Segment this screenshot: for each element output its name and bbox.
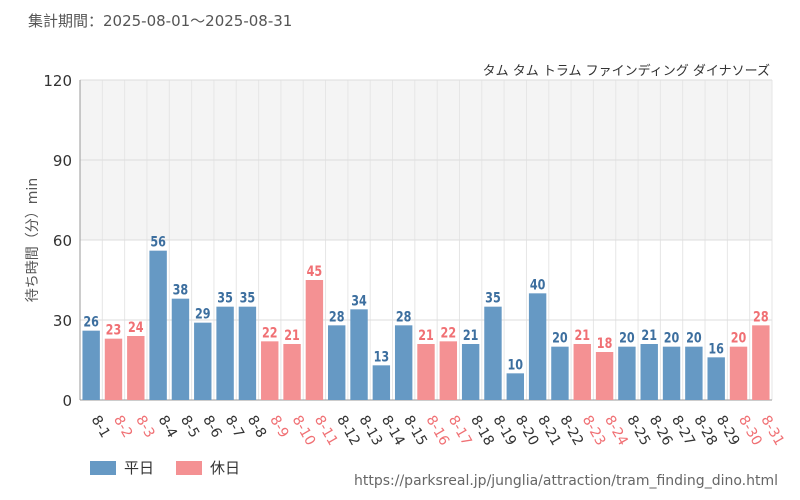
bar-8-28	[685, 346, 703, 400]
y-tick-label: 120	[43, 72, 72, 90]
bar-value-label: 26	[83, 313, 99, 330]
bar-8-27	[662, 346, 681, 400]
bar-8-10	[283, 344, 301, 400]
bar-value-label: 35	[240, 289, 256, 306]
bar-value-label: 22	[441, 324, 457, 341]
bar-8-7	[216, 306, 234, 400]
bar-8-18	[461, 344, 480, 400]
bar-8-3	[127, 336, 145, 400]
bar-value-label: 20	[731, 329, 747, 346]
bar-value-label: 21	[641, 327, 657, 344]
y-tick-label: 90	[53, 152, 72, 170]
x-tick-label: 8-9	[266, 413, 291, 441]
x-tick-label: 8-3	[132, 413, 157, 441]
legend-label-weekday: 平日	[124, 459, 155, 477]
bar-value-label: 22	[262, 324, 278, 341]
bar-8-6	[194, 322, 212, 400]
bar-value-label: 34	[351, 292, 367, 309]
bar-value-label: 20	[686, 329, 702, 346]
bar-value-label: 18	[597, 335, 613, 352]
bar-value-label: 28	[329, 308, 345, 325]
bar-value-label: 35	[217, 289, 233, 306]
bar-8-29	[707, 357, 725, 400]
bar-value-label: 10	[508, 356, 524, 373]
bar-value-label: 35	[485, 289, 501, 306]
x-tick-label: 8-8	[244, 413, 269, 441]
bar-8-30	[729, 346, 748, 400]
legend-item-holiday: 休日	[176, 457, 240, 478]
bar-8-23	[573, 344, 591, 400]
x-tick-label: 8-31	[757, 413, 787, 449]
bar-value-label: 21	[284, 327, 300, 344]
attraction-name: タム タム トラム ファインディング ダイナソーズ	[482, 64, 770, 79]
bar-value-label: 29	[195, 305, 211, 322]
bar-value-label: 40	[530, 276, 546, 293]
bar-8-16	[417, 344, 435, 400]
x-tick-label: 8-4	[155, 413, 180, 441]
bar-8-19	[484, 306, 502, 400]
bar-value-label: 28	[396, 308, 412, 325]
bar-8-24	[595, 352, 614, 400]
bar-8-20	[506, 373, 524, 400]
y-tick-label: 0	[62, 392, 72, 410]
bar-8-14	[372, 365, 391, 400]
bar-value-label: 56	[150, 233, 166, 250]
bar-value-label: 20	[664, 329, 680, 346]
bar-8-17	[439, 341, 458, 400]
legend-label-holiday: 休日	[210, 459, 241, 477]
legend-item-weekday: 平日	[90, 457, 154, 478]
y-tick-label: 60	[53, 232, 72, 250]
bar-8-9	[261, 341, 279, 400]
bar-value-label: 24	[128, 319, 144, 336]
y-tick-label: 30	[53, 312, 72, 330]
legend: 平日 休日	[90, 457, 262, 478]
x-tick-label: 8-1	[88, 413, 113, 441]
bar-8-31	[752, 325, 770, 400]
bar-value-label: 20	[552, 329, 568, 346]
bar-8-26	[640, 344, 658, 400]
x-tick-label: 8-2	[110, 413, 135, 441]
legend-swatch-weekday	[90, 460, 116, 475]
bar-value-label: 23	[106, 321, 122, 338]
bar-8-2	[104, 338, 123, 400]
bar-8-22	[551, 346, 569, 400]
bar-value-label: 21	[463, 327, 479, 344]
bar-value-label: 16	[708, 340, 724, 357]
legend-swatch-holiday	[176, 460, 203, 475]
period-text: 集計期間：2025-08-01～2025-08-31	[28, 12, 293, 30]
x-tick-label: 8-5	[177, 413, 202, 441]
bar-8-13	[350, 309, 368, 400]
bar-value-label: 21	[418, 327, 434, 344]
bar-8-21	[528, 293, 547, 400]
x-tick-label: 8-7	[222, 413, 247, 441]
bar-8-1	[82, 330, 100, 400]
bar-8-15	[394, 325, 413, 400]
bar-value-label: 45	[307, 263, 323, 280]
bar-value-label: 28	[753, 308, 769, 325]
bar-value-label: 13	[374, 348, 390, 365]
source-url: https://parksreal.jp/junglia/attraction/…	[354, 473, 778, 489]
bar-value-label: 21	[574, 327, 590, 344]
bar-8-25	[618, 346, 636, 400]
bar-8-5	[171, 298, 190, 400]
bar-8-4	[149, 250, 167, 400]
x-tick-label: 8-6	[199, 413, 224, 441]
bar-8-12	[328, 325, 346, 400]
bar-value-label: 20	[619, 329, 635, 346]
bar-value-label: 38	[173, 281, 189, 298]
bar-8-8	[238, 306, 257, 400]
bar-8-11	[305, 280, 324, 400]
